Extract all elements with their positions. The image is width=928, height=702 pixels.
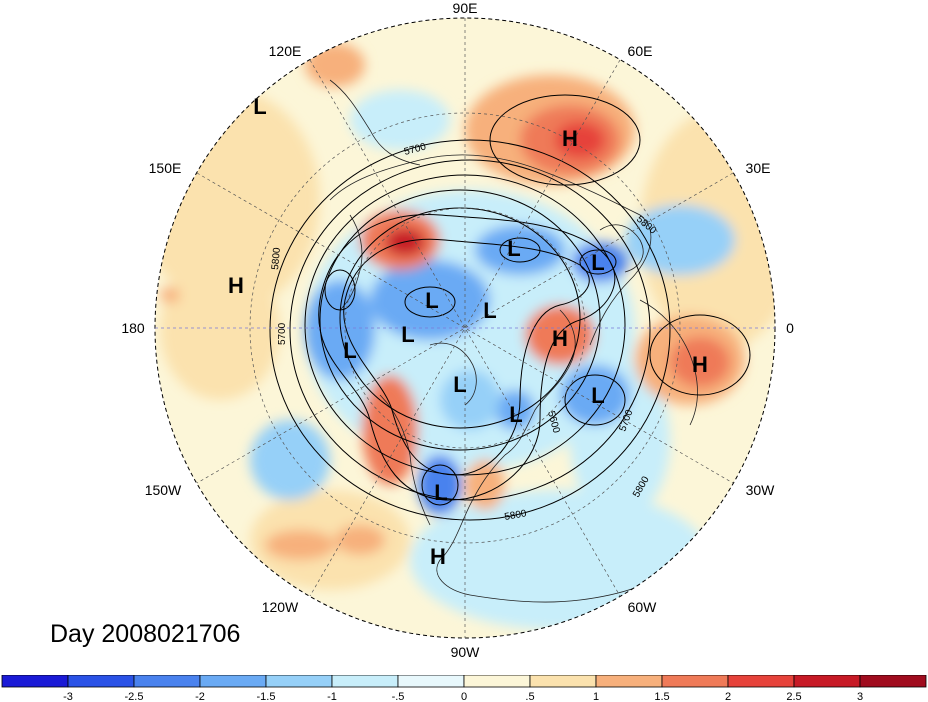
colorbar-swatch <box>595 675 663 688</box>
colorbar-swatch <box>661 675 729 688</box>
pressure-centers: L H H L L L L L H L L L H L H L <box>228 94 708 569</box>
colorbar: -3 -2.5 -2 -1.5 -1 -.5 0 .5 1 1.5 2 2.5 3 <box>1 675 927 702</box>
colorbar-tick-label: 3 <box>857 691 863 702</box>
lon-label-30e: 30E <box>746 160 771 176</box>
anomaly-field <box>155 18 775 638</box>
colorbar-swatch <box>727 675 795 688</box>
colorbar-tick-label: -1 <box>327 691 337 702</box>
high-center-marker: H <box>430 544 446 569</box>
colorbar-tick-label: 2 <box>725 691 731 702</box>
lon-label-60e: 60E <box>628 43 653 59</box>
lon-label-120w: 120W <box>262 599 299 615</box>
colorbar-swatch <box>67 675 135 688</box>
low-center-marker: L <box>343 338 356 363</box>
lon-label-0: 0 <box>786 320 794 336</box>
colorbar-swatch <box>265 675 333 688</box>
contour-label: 5800 <box>270 247 283 271</box>
low-center-marker: L <box>401 322 414 347</box>
contour-label: 5800 <box>504 508 528 523</box>
colorbar-tick-label: 1 <box>593 691 599 702</box>
colorbar-swatches <box>1 675 927 688</box>
colorbar-swatch <box>859 675 927 688</box>
lon-label-30w: 30W <box>746 482 776 498</box>
colorbar-tick-label: -2 <box>195 691 205 702</box>
high-center-marker: H <box>552 326 568 351</box>
colorbar-tick-label: -3 <box>63 691 73 702</box>
low-center-marker: L <box>591 250 604 275</box>
lon-label-180: 180 <box>121 320 145 336</box>
colorbar-swatch <box>1 675 69 688</box>
colorbar-tick-label: -.5 <box>392 691 405 702</box>
low-center-marker: L <box>425 288 438 313</box>
longitude-labels: 90E 60E 30E 0 30W 60W 90W 120W 150W 180 … <box>121 0 794 660</box>
lon-label-90w: 90W <box>451 644 481 660</box>
colorbar-tick-label: 2.5 <box>786 691 801 702</box>
colorbar-tick-label: 0 <box>461 691 467 702</box>
low-center-marker: L <box>434 480 447 505</box>
lon-label-60w: 60W <box>628 599 658 615</box>
map-title: Day 2008021706 <box>50 620 241 648</box>
lon-label-120e: 120E <box>269 43 302 59</box>
colorbar-tick-label: -2.5 <box>125 691 144 702</box>
colorbar-tick-label: -1.5 <box>257 691 276 702</box>
contour-value-labels: 5700 5800 5700 5800 5800 5600 5700 5800 <box>270 141 658 523</box>
colorbar-swatch <box>133 675 201 688</box>
contour-label: 5700 <box>277 322 288 345</box>
high-center-marker: H <box>228 273 244 298</box>
colorbar-swatch <box>331 675 399 688</box>
colorbar-swatch <box>463 675 531 688</box>
colorbar-labels: -3 -2.5 -2 -1.5 -1 -.5 0 .5 1 1.5 2 2.5 3 <box>63 691 863 702</box>
colorbar-tick-label: .5 <box>525 691 534 702</box>
colorbar-swatch <box>199 675 267 688</box>
low-center-marker: L <box>483 298 496 323</box>
high-center-marker: H <box>692 352 708 377</box>
lon-label-90e: 90E <box>453 0 478 16</box>
colorbar-swatch <box>397 675 465 688</box>
low-center-marker: L <box>509 402 522 427</box>
high-center-marker: H <box>562 126 578 151</box>
graticule <box>154 17 776 639</box>
polar-map: 90E 60E 30E 0 30W 60W 90W 120W 150W 180 … <box>121 0 794 660</box>
low-center-marker: L <box>253 94 266 119</box>
colorbar-swatch <box>793 675 861 688</box>
colorbar-swatch <box>529 675 597 688</box>
low-center-marker: L <box>453 372 466 397</box>
low-center-marker: L <box>591 383 604 408</box>
lon-label-150e: 150E <box>149 160 182 176</box>
lon-label-150w: 150W <box>145 482 182 498</box>
colorbar-tick-label: 1.5 <box>654 691 669 702</box>
low-center-marker: L <box>507 236 520 261</box>
